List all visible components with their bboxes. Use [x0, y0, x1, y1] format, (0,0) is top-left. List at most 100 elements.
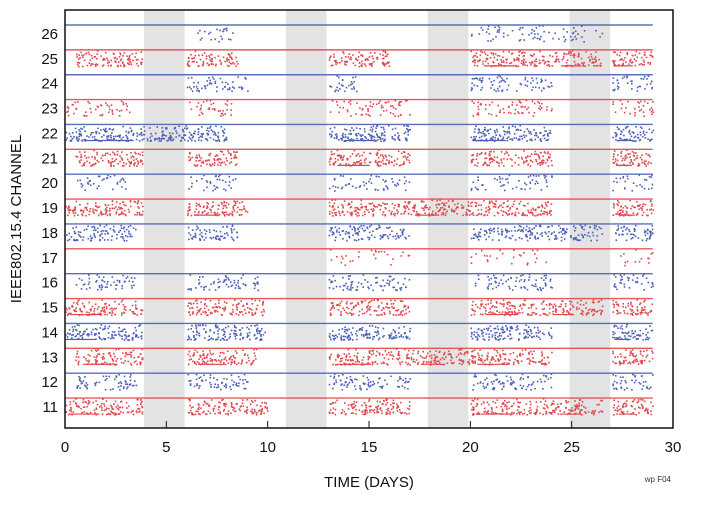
data-point [632, 311, 635, 313]
data-point [541, 159, 544, 161]
data-point [114, 60, 117, 63]
data-point [634, 112, 636, 114]
data-point [104, 313, 106, 316]
data-point [189, 205, 191, 208]
data-point [643, 300, 645, 303]
data-point [601, 310, 603, 312]
data-point [238, 202, 241, 204]
data-point [529, 329, 532, 331]
data-point [136, 314, 139, 316]
data-point [515, 137, 518, 139]
data-point [68, 329, 71, 331]
data-point [115, 212, 118, 215]
data-point [500, 228, 503, 231]
data-point [353, 149, 356, 152]
data-point [191, 139, 193, 142]
data-point [334, 226, 337, 229]
data-point [376, 56, 379, 59]
data-point [82, 236, 85, 238]
data-point [637, 162, 640, 165]
data-point [140, 131, 143, 134]
data-point [400, 255, 403, 257]
data-point [393, 159, 396, 162]
data-point [579, 239, 581, 242]
data-point [215, 326, 218, 329]
data-point [591, 58, 594, 60]
data-point [474, 137, 476, 140]
data-point [376, 154, 378, 157]
data-point [442, 211, 444, 214]
data-point [532, 37, 534, 40]
data-point [372, 213, 375, 215]
data-point [473, 102, 475, 104]
data-point [76, 302, 78, 304]
data-point [118, 330, 120, 333]
data-point [498, 31, 500, 33]
data-point [137, 65, 140, 67]
data-point [76, 329, 78, 332]
data-point [409, 201, 411, 203]
data-point [403, 229, 405, 231]
data-point [379, 238, 382, 240]
data-point [394, 134, 396, 137]
data-point [187, 61, 190, 63]
data-point [105, 230, 108, 232]
data-point [225, 204, 227, 207]
data-point [132, 227, 135, 229]
data-point [377, 161, 380, 163]
data-point [71, 304, 74, 307]
data-point [525, 61, 527, 63]
data-point [645, 56, 648, 59]
data-point [223, 237, 225, 240]
data-point [222, 153, 225, 156]
data-point [106, 177, 109, 179]
data-point [219, 150, 222, 153]
data-point [635, 126, 637, 128]
data-point [540, 162, 543, 164]
data-point [628, 277, 630, 280]
data-point [490, 277, 492, 280]
data-point [257, 289, 259, 292]
data-point [645, 160, 647, 162]
data-point [511, 104, 513, 106]
data-point [622, 128, 625, 131]
data-point [137, 200, 140, 202]
data-point [342, 207, 344, 209]
data-point [109, 213, 111, 215]
data-point [554, 52, 557, 55]
data-point [212, 205, 214, 207]
data-point [639, 156, 642, 159]
data-point [193, 132, 195, 135]
data-point [373, 236, 376, 238]
data-point [209, 311, 212, 314]
data-point [369, 300, 371, 303]
data-point [328, 234, 331, 237]
data-point [233, 87, 235, 89]
data-point [236, 306, 238, 309]
data-point [187, 328, 190, 331]
data-point [200, 313, 202, 316]
data-point [518, 202, 521, 205]
channel-25-series [65, 49, 654, 68]
data-point [193, 86, 195, 88]
data-point [245, 312, 247, 314]
data-point [395, 108, 397, 110]
data-point [484, 152, 487, 154]
data-point [188, 232, 190, 234]
data-point [332, 287, 335, 290]
data-point [209, 82, 212, 84]
data-point [625, 139, 628, 141]
data-point [497, 206, 500, 209]
data-point [637, 137, 640, 139]
data-point [545, 304, 548, 306]
data-point [390, 332, 393, 335]
data-point [572, 38, 574, 41]
data-point [616, 163, 618, 165]
data-point [540, 78, 543, 81]
data-point [334, 59, 337, 62]
data-point [222, 109, 224, 112]
data-point [204, 159, 207, 162]
data-point [535, 58, 537, 60]
data-point [647, 312, 649, 314]
data-point [371, 128, 374, 131]
